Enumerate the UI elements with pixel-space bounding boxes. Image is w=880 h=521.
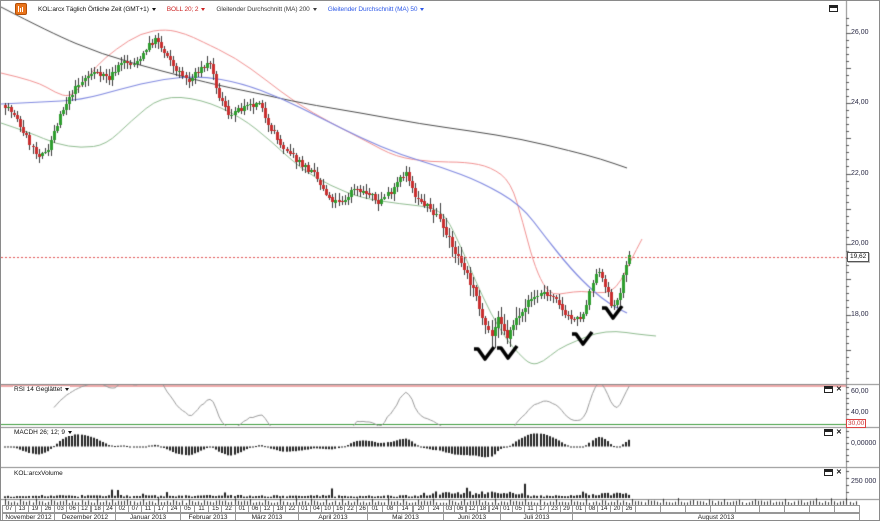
rsi-label: RSI 14 Geglättet [14,386,63,393]
indicator-ma200-dropdown[interactable]: Gleitender Durchschnitt (MA) 200 [216,5,317,13]
indicator-ma50-dropdown[interactable]: Gleitender Durchschnitt (MA) 50 [328,6,425,13]
chevron-down-icon [151,7,156,11]
chevron-down-icon [67,431,72,434]
macd-label: MACDH 26; 12; 9 [14,429,65,436]
volume-label-text: KOL:arcxVolume [14,470,63,477]
rsi-indicator-dropdown[interactable]: RSI 14 Geglättet [13,386,71,393]
volume-panel-close-icon[interactable]: ✕ [836,469,842,476]
volume-panel-restore-button[interactable] [824,469,833,476]
instrument-timeframe-dropdown[interactable]: KOL:arcx Täglich Örtliche Zeit (GMT+1) [38,6,156,13]
price-axis-label: 26,00 [851,28,869,36]
indicator-boll-dropdown[interactable]: BOLL 20; 2 [167,6,206,13]
price-axis-label: 22,00 [851,169,869,177]
day-cell: 14 [397,505,413,513]
chevron-down-icon [312,7,317,11]
rsi-axis-label-60: 60,00 [851,388,869,395]
day-cell: 18 [477,505,489,513]
rsi-oversold-level-tag: 30,00 [846,419,867,428]
month-cell: Januar 2013 [115,513,181,520]
price-axis-label: 20,00 [851,240,869,247]
ma50-label: Gleitender Durchschnitt (MA) 50 [327,5,418,13]
rsi-panel-restore-button[interactable] [824,386,833,393]
rsi-panel-close-icon[interactable]: ✕ [836,386,842,393]
chevron-down-icon [201,7,206,11]
month-cell: April 2013 [298,513,368,520]
boll-label: BOLL 20; 2 [166,5,199,13]
month-cell: Dezember 2012 [54,513,116,520]
day-cell: 06 [454,505,466,513]
chevron-down-icon [420,7,425,11]
day-cell-empty [834,505,860,513]
price-axis-label: 24,00 [851,99,869,106]
chevron-down-icon [65,388,70,391]
month-cell: August 2013 [572,513,860,520]
month-cell: Mai 2013 [367,513,444,520]
month-cell: Juli 2013 [500,513,573,520]
volume-label: KOL:arcxVolume [13,470,64,477]
ma200-label: Gleitender Durchschnitt (MA) 200 [216,5,310,13]
day-cell: 12 [78,505,91,513]
rsi-axis-label-40: 40,00 [851,409,869,416]
macd-axis-label-zero: 0,00000 [851,440,877,447]
chart-header: KOL:arcx Täglich Örtliche Zeit (GMT+1) B… [15,3,425,15]
macd-indicator-dropdown[interactable]: MACDH 26; 12; 9 [13,429,73,436]
month-cell: Juni 2013 [443,513,501,520]
month-cell: Februar 2013 [180,513,236,520]
main-panel-restore-button[interactable] [829,5,838,12]
instrument-label: KOL:arcx Täglich Örtliche Zeit (GMT+1) [38,5,149,13]
last-price-tag: 19,62 [847,252,870,263]
month-cell: November 2012 [2,513,55,520]
macd-panel-close-icon[interactable]: ✕ [836,429,842,436]
instrument-icon [15,3,27,15]
price-axis-label: 18,00 [851,310,869,318]
volume-axis-label: 250 000 [851,478,877,485]
month-cell: März 2013 [235,513,299,520]
macd-panel-restore-button[interactable] [824,429,833,436]
